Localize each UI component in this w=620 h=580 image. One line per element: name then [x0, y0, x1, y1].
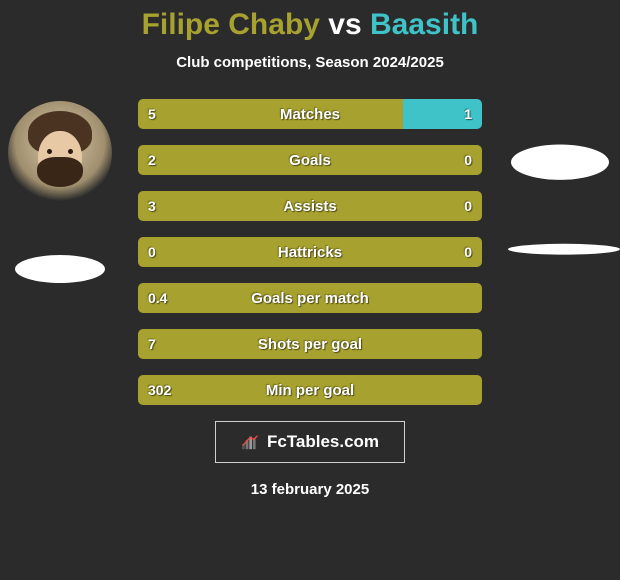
stat-bar-left-seg [138, 191, 482, 221]
player1-club-badge [15, 255, 105, 283]
stat-bars: 51Matches 20Goals 30Assists 00Hattricks 0.4G… [138, 99, 482, 405]
player1-avatar [8, 101, 112, 205]
stat-bar-left-seg [138, 145, 482, 175]
content-area: 51Matches 20Goals 30Assists 00Hattricks 0.4G… [0, 99, 620, 405]
stat-bar-row: 00Hattricks [138, 237, 482, 267]
title-vs: vs [328, 8, 361, 41]
stat-bar-left-seg [138, 237, 482, 267]
footer-logo-rest: Tables.com [287, 432, 379, 451]
player2-club-badge [508, 244, 620, 255]
stat-bar-row: 51Matches [138, 99, 482, 129]
footer-logo: FcTables.com [215, 421, 405, 463]
title-player1: Filipe Chaby [142, 8, 320, 41]
stat-bar-right-seg [403, 99, 482, 129]
stat-bar-left-seg [138, 99, 403, 129]
stat-bar-row: 30Assists [138, 191, 482, 221]
stat-bar-left-seg [138, 375, 482, 405]
stat-bar-left-seg [138, 283, 482, 313]
stat-bar-left-seg [138, 329, 482, 359]
stat-bar-row: 7Shots per goal [138, 329, 482, 359]
stat-bar-row: 302Min per goal [138, 375, 482, 405]
subtitle: Club competitions, Season 2024/2025 [0, 54, 620, 71]
player1-face-graphic [25, 111, 95, 201]
stat-bar-row: 20Goals [138, 145, 482, 175]
title-player2: Baasith [370, 8, 478, 41]
player2-avatar [508, 101, 612, 205]
player1-avatar-wrap [8, 101, 112, 283]
footer-date: 13 february 2025 [0, 481, 620, 498]
player2-avatar-wrap [508, 101, 612, 257]
fctables-icon [241, 433, 263, 451]
comparison-title: Filipe Chaby vs Baasith [0, 0, 620, 42]
stat-bar-row: 0.4Goals per match [138, 283, 482, 313]
player2-avatar-placeholder [511, 145, 609, 180]
footer-logo-text: FcTables.com [267, 432, 379, 452]
footer-logo-bold: Fc [267, 432, 287, 451]
